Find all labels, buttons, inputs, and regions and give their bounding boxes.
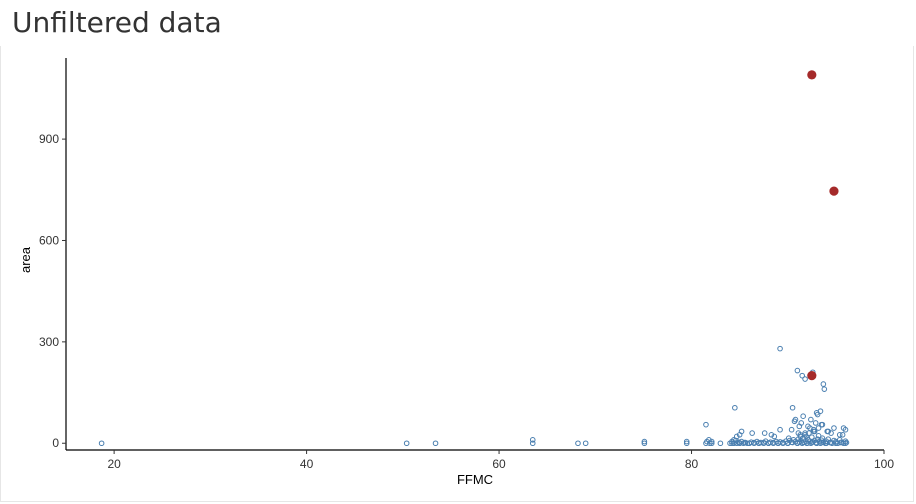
data-point: [777, 426, 783, 433]
data-point: [800, 413, 806, 420]
data-point: [802, 376, 808, 382]
data-point: [803, 433, 809, 440]
data-point: [820, 381, 827, 387]
data-point: [736, 440, 743, 447]
x-tick-label: 80: [685, 457, 699, 471]
data-point: [808, 416, 814, 423]
x-tick-label: 40: [300, 457, 314, 471]
data-point: [771, 433, 778, 440]
data-point: [842, 438, 849, 445]
x-tick-label: 100: [874, 457, 894, 471]
x-tick-label: 60: [492, 457, 506, 471]
data-point: [582, 440, 589, 447]
data-point: [840, 425, 847, 431]
data-point: [683, 440, 690, 447]
data-point: [641, 438, 648, 445]
data-point: [432, 440, 439, 447]
data-point: [733, 433, 740, 440]
data-point: [825, 428, 831, 435]
data-point: [813, 440, 820, 447]
data-point: [794, 440, 801, 447]
data-points: [98, 70, 850, 447]
data-point: [529, 437, 536, 443]
data-point: [98, 440, 105, 447]
x-axis-title: FFMC: [457, 472, 493, 487]
data-point: [756, 440, 762, 447]
outlier-point: [807, 70, 817, 80]
data-point: [799, 372, 806, 379]
data-point: [529, 440, 536, 447]
data-point: [815, 425, 822, 431]
data-point: [736, 431, 743, 438]
data-point: [823, 440, 830, 447]
outlier-point: [829, 186, 839, 196]
data-point: [761, 430, 768, 436]
data-point: [802, 430, 808, 436]
data-point: [777, 345, 783, 352]
data-point: [796, 423, 803, 430]
data-point: [833, 440, 839, 447]
data-point: [765, 440, 772, 447]
data-point: [784, 440, 791, 447]
data-point: [708, 438, 715, 445]
chart-panel: [0, 46, 914, 502]
data-point: [791, 418, 798, 425]
data-point: [812, 420, 819, 426]
data-point: [807, 425, 813, 431]
data-point: [768, 431, 775, 438]
y-tick-label: 0: [52, 436, 59, 450]
data-point: [746, 440, 753, 447]
y-tick-label: 900: [39, 132, 59, 146]
data-point: [836, 431, 843, 438]
data-point: [815, 433, 822, 439]
y-axis-title: area: [18, 246, 33, 273]
data-point: [575, 440, 581, 447]
y-tick-label: 300: [39, 335, 59, 349]
data-point: [788, 426, 795, 433]
data-point: [842, 440, 849, 447]
data-point: [785, 435, 792, 441]
data-point: [749, 430, 755, 436]
data-point: [839, 431, 846, 438]
data-point: [831, 425, 837, 431]
data-point: [806, 430, 812, 436]
data-point: [789, 404, 796, 411]
data-point: [818, 421, 825, 428]
y-tick-label: 600: [39, 233, 59, 247]
data-point: [797, 431, 804, 438]
data-point: [804, 440, 810, 447]
x-tick-label: 20: [107, 457, 121, 471]
data-point: [828, 430, 834, 436]
data-point: [731, 437, 737, 443]
data-point: [706, 437, 712, 443]
data-point: [821, 386, 828, 392]
data-point: [708, 440, 715, 447]
data-point: [732, 404, 738, 411]
page-title: Unfiltered data: [12, 6, 222, 39]
data-point: [775, 440, 781, 447]
data-point: [683, 438, 690, 445]
data-point: [744, 440, 751, 447]
data-point: [811, 428, 818, 435]
data-point: [703, 421, 709, 428]
data-point: [717, 440, 724, 447]
outlier-point: [807, 371, 817, 381]
data-point: [641, 440, 648, 447]
x-axis-ticks: 20 40 60 80 100: [107, 450, 894, 471]
data-point: [403, 440, 410, 447]
data-point: [794, 367, 801, 374]
data-point: [817, 408, 824, 414]
y-axis-ticks: 0 300 600 900: [39, 132, 66, 450]
